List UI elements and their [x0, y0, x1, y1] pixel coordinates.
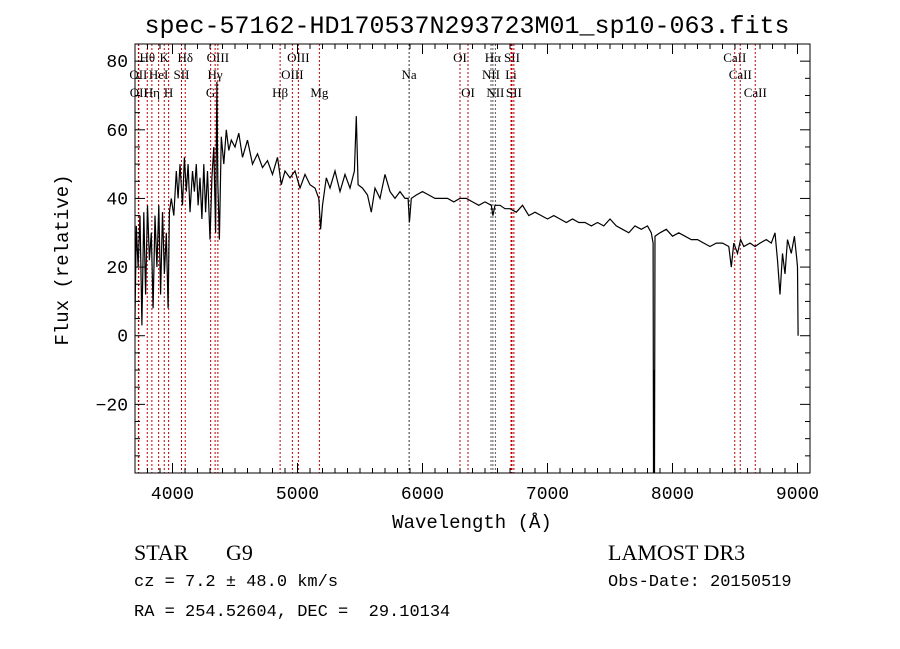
y-tick-label: 40 [106, 190, 128, 210]
observation-date: Obs-Date: 20150519 [608, 573, 792, 592]
line-label: NII [486, 85, 504, 100]
line-label: OIII [281, 67, 303, 82]
y-tick-label: 80 [106, 53, 128, 73]
line-label: HeI [149, 67, 169, 82]
chart-title: spec-57162-HD170537N293723M01_sp10-063.f… [144, 12, 789, 41]
axis-ticks: 4000 5000 6000 7000 8000 9000 −20 0 20 40 60 80 [96, 43, 819, 505]
line-label: OI [461, 85, 475, 100]
line-label: SII [506, 85, 522, 100]
line-label: Hβ [272, 85, 288, 100]
line-label: Mg [310, 85, 329, 100]
y-tick-label: 20 [106, 259, 128, 279]
y-tick-label: −20 [96, 396, 128, 416]
line-label: SII [504, 50, 520, 65]
object-class: STAR [134, 540, 189, 565]
line-label: NII [482, 67, 500, 82]
line-label: Hα [485, 50, 501, 65]
line-label: Na [402, 67, 417, 82]
redshift-info: cz = 7.2 ± 48.0 km/s [134, 573, 339, 592]
object-subclass: G9 [226, 540, 253, 565]
coordinates-info: RA = 254.52604, DEC = 29.10134 [134, 603, 451, 622]
line-label: OIII [207, 50, 229, 65]
line-label: SII [174, 67, 190, 82]
x-axis-label: Wavelength (Å) [392, 512, 552, 534]
line-label: OII [130, 85, 148, 100]
x-tick-label: 6000 [401, 485, 444, 505]
line-label: Hη [144, 85, 160, 100]
x-tick-label: 7000 [526, 485, 569, 505]
line-label: G [206, 85, 215, 100]
line-label: H [164, 85, 173, 100]
line-label: Hθ [139, 50, 155, 65]
x-tick-label: 9000 [776, 485, 819, 505]
line-label: K [160, 50, 170, 65]
x-tick-label: 8000 [651, 485, 694, 505]
line-label: OIII [287, 50, 309, 65]
line-label: Li [505, 67, 517, 82]
line-label: CaII [744, 85, 767, 100]
line-label: CaII [729, 67, 752, 82]
spectrum-line [134, 81, 799, 474]
line-label: CaII [723, 50, 746, 65]
y-tick-label: 0 [117, 328, 128, 348]
line-label: OI [453, 50, 467, 65]
line-label: Hγ [208, 67, 223, 82]
y-axis-label: Flux (relative) [52, 174, 74, 345]
line-label: Hδ [177, 50, 193, 65]
plot-frame [134, 43, 811, 474]
line-label: OII [129, 67, 147, 82]
survey-name: LAMOST DR3 [608, 540, 746, 565]
x-tick-label: 4000 [151, 485, 194, 505]
x-tick-label: 5000 [276, 485, 319, 505]
y-tick-label: 60 [106, 122, 128, 142]
